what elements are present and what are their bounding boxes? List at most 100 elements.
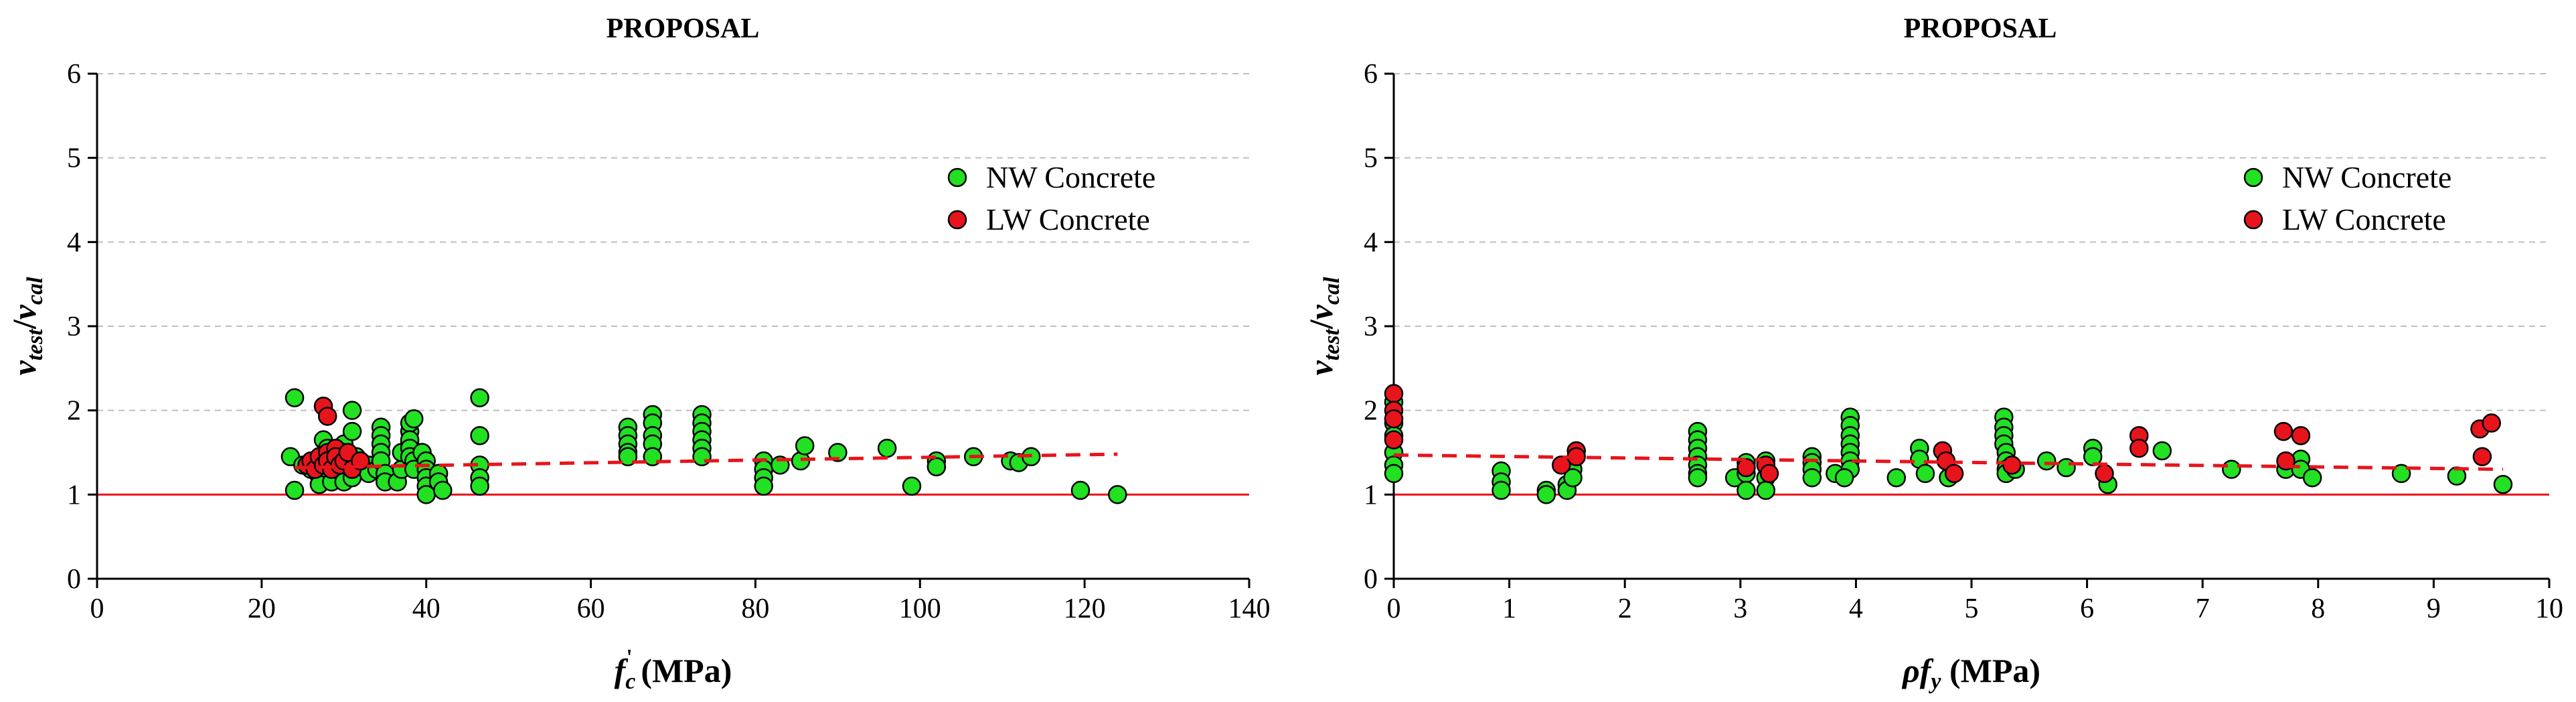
legend-label-nw: NW Concrete [2282, 160, 2451, 194]
data-point-lw-12 [1944, 464, 1964, 484]
y-tick-label-4: 4 [67, 227, 81, 258]
y-tick-label-0: 0 [1364, 564, 1378, 595]
data-point-lw-14 [2095, 464, 2114, 484]
data-point-nw-57 [2057, 458, 2076, 478]
data-point-nw-32 [1802, 468, 1822, 488]
data-point-nw-53 [470, 388, 489, 408]
y-axis-label-sub2: cal [23, 277, 48, 305]
y-tick-label-3: 3 [67, 311, 81, 342]
data-point-nw-85 [927, 457, 947, 477]
data-point-nw-73 [692, 447, 712, 467]
data-point-lw-19 [2291, 426, 2311, 445]
series-lw-concrete [297, 397, 370, 479]
data-point-lw-4 [1552, 455, 1571, 475]
data-point-nw-25 [1737, 480, 1756, 500]
data-point-nw-66 [2302, 468, 2322, 488]
data-point-nw-52 [433, 480, 453, 500]
data-point-lw-2 [1384, 409, 1404, 429]
x-axis-label-unit: (MPa) [1941, 652, 2040, 689]
trend-line [294, 452, 1118, 470]
x-tick-label-7: 7 [2196, 593, 2210, 624]
x-axis-label-sub: y [1928, 669, 1941, 694]
data-point-nw-56 [2036, 451, 2057, 471]
x-tick-label-140: 140 [1228, 593, 1271, 624]
data-point-nw-0 [285, 388, 305, 408]
trend-line [1393, 453, 2503, 472]
x-tick-label-9: 9 [2427, 593, 2441, 624]
data-point-lw-16 [2129, 438, 2149, 458]
data-point-nw-21 [1688, 468, 1708, 488]
x-axis-label: fc' (MPa) [615, 645, 732, 694]
legend-label-lw: LW Concrete [2282, 202, 2446, 236]
data-point-lw-6 [317, 407, 337, 426]
data-point-nw-81 [828, 443, 848, 462]
x-tick-label-100: 100 [899, 593, 941, 624]
data-point-lw-3 [1384, 430, 1404, 449]
data-point-nw-57 [470, 476, 489, 496]
data-point-lw-7 [1737, 458, 1756, 478]
y-axis-label-v2: v [5, 304, 43, 320]
data-point-nw-28 [1756, 480, 1776, 500]
series-lw-concrete [1384, 384, 2501, 484]
legend: NW Concrete LW Concrete [2243, 160, 2451, 236]
data-point-nw-10 [1536, 485, 1556, 504]
legend-marker-lw [947, 210, 967, 230]
y-axis-label-slash: / [5, 319, 43, 330]
y-tick-label-1: 1 [67, 480, 81, 510]
data-point-nw-18 [342, 421, 362, 441]
x-tick-label-1: 1 [1502, 593, 1516, 624]
data-point-nw-17 [342, 401, 362, 420]
x-tick-label-80: 80 [741, 593, 769, 624]
y-axis-label-v1: v [1302, 360, 1340, 376]
y-axis-label-slash: / [1302, 319, 1340, 330]
chart-title: PROPOSAL [1904, 13, 2057, 44]
y-axis-label-sub1: test [1319, 328, 1344, 361]
x-tick-label-6: 6 [2080, 593, 2094, 624]
legend-label-lw: LW Concrete [986, 202, 1150, 236]
y-axis-label-sub2: cal [1319, 277, 1344, 305]
x-axis-label: ρfy (MPa) [1901, 652, 2040, 694]
y-tick-label-3: 3 [1364, 311, 1378, 342]
data-point-nw-80 [795, 436, 815, 455]
y-tick-label-1: 1 [1364, 480, 1378, 510]
legend-label-nw: NW Concrete [986, 160, 1155, 194]
data-point-nw-8 [1492, 480, 1511, 500]
data-point-nw-41 [1834, 468, 1854, 488]
y-tick-label-6: 6 [1364, 59, 1378, 90]
x-tick-label-20: 20 [248, 593, 276, 624]
y-axis-label: vtest/vcal [1302, 277, 1344, 376]
data-point-nw-38 [404, 409, 424, 429]
data-point-nw-90 [1070, 480, 1091, 500]
x-axis-label-unit: (MPa) [633, 652, 732, 689]
x-axis-label-main: ρf [1901, 652, 1934, 689]
data-point-lw-21 [2482, 413, 2501, 433]
data-point-nw-5 [1384, 464, 1404, 484]
y-tick-label-0: 0 [67, 564, 81, 595]
legend-marker-nw [947, 167, 967, 188]
y-axis-label-v2: v [1302, 304, 1340, 320]
y-tick-label-5: 5 [67, 143, 81, 174]
series-nw-concrete [280, 388, 1127, 504]
data-point-lw-9 [1759, 464, 1779, 484]
data-point-nw-54 [470, 426, 489, 445]
x-axis-label-sup: ' [626, 645, 632, 670]
y-tick-label-5: 5 [1364, 143, 1378, 174]
x-tick-label-8: 8 [2311, 593, 2325, 624]
x-tick-label-4: 4 [1849, 593, 1863, 624]
data-point-nw-77 [754, 476, 773, 496]
y-tick-label-6: 6 [67, 59, 81, 90]
data-point-nw-91 [1108, 485, 1127, 504]
y-axis-label: vtest/vcal [5, 277, 48, 376]
y-axis-label-sub1: test [23, 328, 48, 361]
legend-marker-nw [2243, 167, 2263, 188]
data-point-nw-69 [2493, 475, 2513, 494]
data-point-lw-0 [1384, 384, 1404, 403]
data-point-nw-67 [2391, 464, 2411, 484]
x-axis-label-sub: c [625, 669, 635, 694]
x-tick-label-120: 120 [1064, 593, 1106, 624]
legend-marker-lw [2243, 210, 2263, 230]
x-tick-label-10: 10 [2535, 593, 2563, 624]
legend: NW Concrete LW Concrete [947, 160, 1155, 236]
data-point-nw-45 [1915, 464, 1935, 484]
